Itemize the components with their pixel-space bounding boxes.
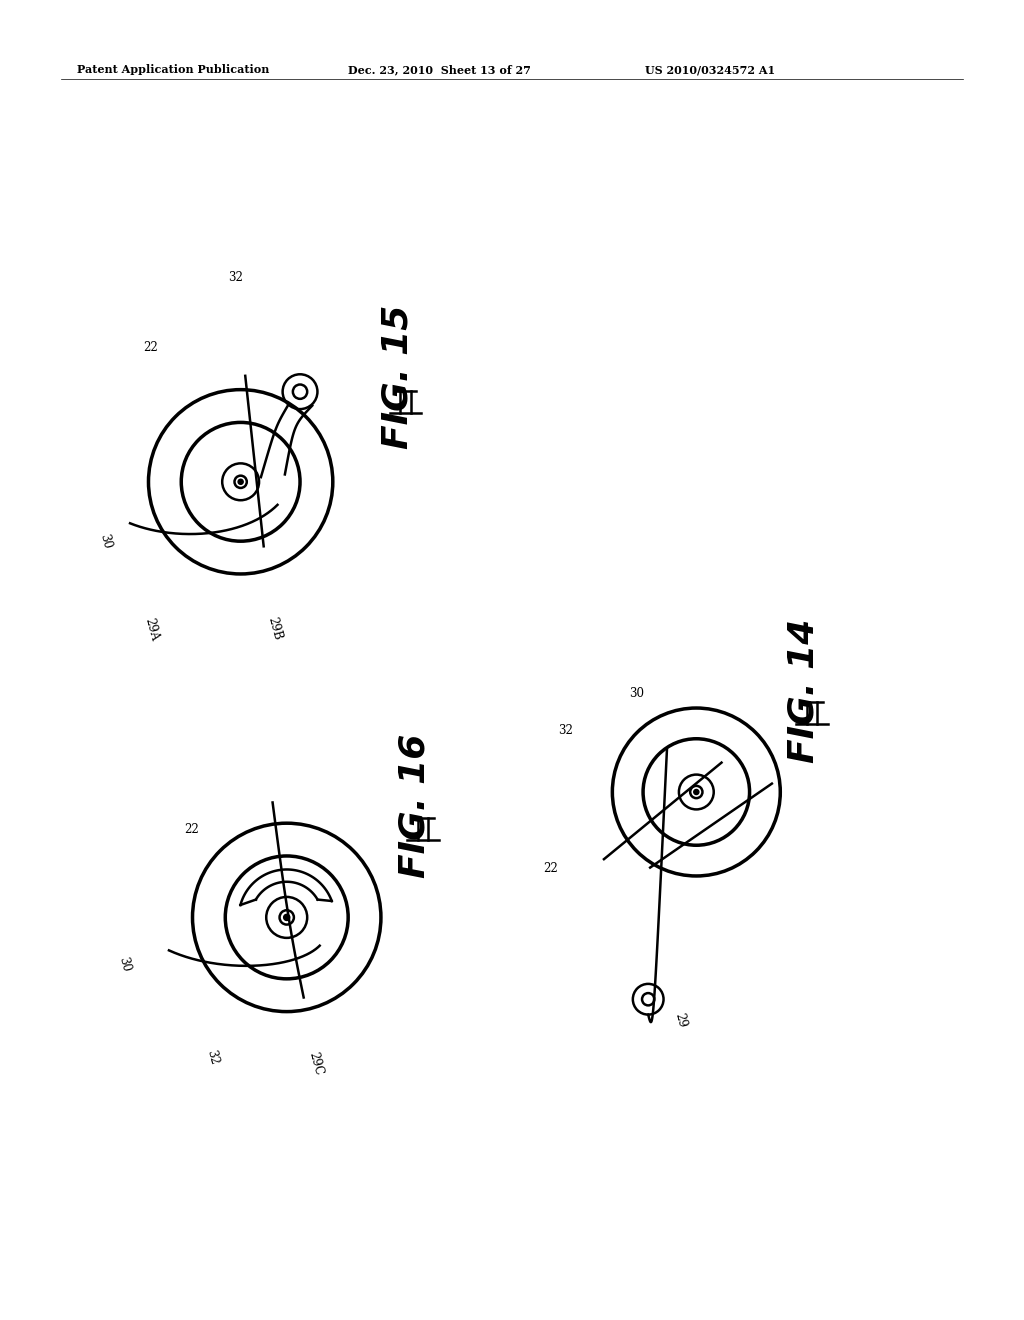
- Text: 29: 29: [673, 1012, 689, 1030]
- Text: 32: 32: [228, 271, 243, 284]
- Text: 30: 30: [97, 532, 114, 550]
- Circle shape: [694, 789, 698, 795]
- Text: FIG. 16: FIG. 16: [397, 734, 432, 878]
- Text: 22: 22: [184, 822, 199, 836]
- Circle shape: [284, 915, 290, 920]
- Text: Dec. 23, 2010  Sheet 13 of 27: Dec. 23, 2010 Sheet 13 of 27: [348, 65, 531, 75]
- Text: 29A: 29A: [142, 616, 161, 643]
- Text: FIG. 14: FIG. 14: [786, 619, 821, 763]
- Text: 30: 30: [117, 954, 133, 973]
- Text: 32: 32: [558, 723, 572, 737]
- Text: 32: 32: [204, 1049, 220, 1067]
- Text: US 2010/0324572 A1: US 2010/0324572 A1: [645, 65, 775, 75]
- Circle shape: [238, 479, 244, 484]
- Text: 29B: 29B: [265, 615, 284, 642]
- Text: 22: 22: [143, 341, 158, 354]
- Text: Patent Application Publication: Patent Application Publication: [77, 65, 269, 75]
- Text: 30: 30: [630, 686, 644, 700]
- Text: FIG. 15: FIG. 15: [380, 305, 415, 449]
- Text: 22: 22: [544, 862, 558, 875]
- Text: 29C: 29C: [306, 1051, 325, 1077]
